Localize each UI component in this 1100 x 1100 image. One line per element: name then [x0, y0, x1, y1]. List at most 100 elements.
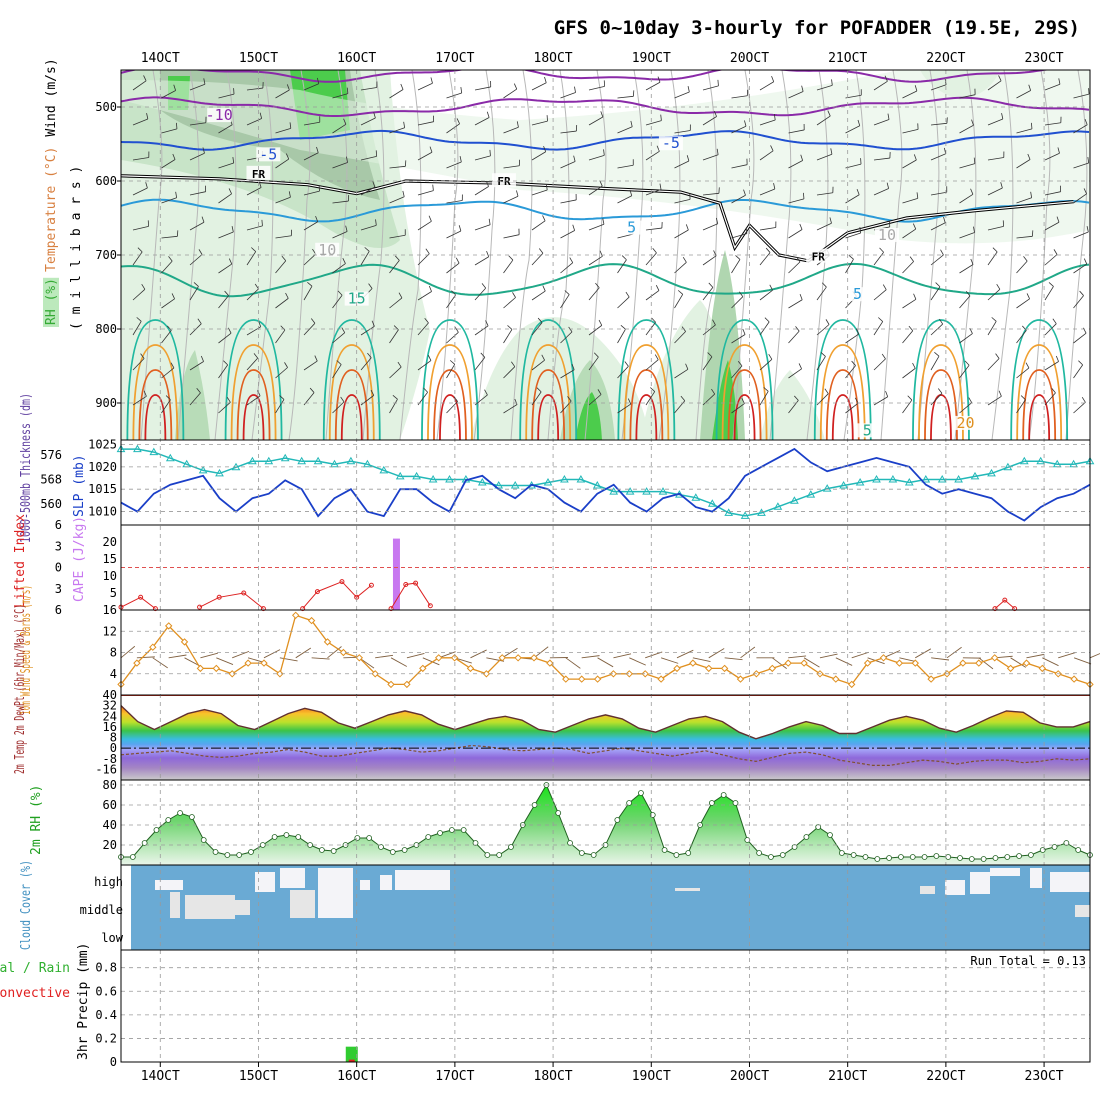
ytick-li-2: 0: [55, 561, 62, 575]
warm-tongue-230-3: [1028, 394, 1051, 440]
wind-barb-17-9: [617, 403, 631, 414]
rh-point-22: [378, 844, 384, 850]
rh-ylabel: 2m RH (%): [29, 785, 44, 855]
wind10-barb-0: [120, 645, 136, 659]
ytick-li-0: 6: [55, 603, 62, 617]
wind-contour-12: [584, 70, 607, 440]
wind10-point-3: [164, 622, 173, 630]
wind-barb-flag-26-0: [884, 75, 888, 82]
wind-barb-17-2: [617, 164, 634, 169]
wind-barb-13-9: [503, 404, 518, 414]
wind-barb-flag-3-4: [231, 226, 234, 233]
wind-barb-5-8: [275, 367, 288, 379]
contour-label-bg-2: [658, 136, 683, 151]
rh-point-42: [614, 817, 621, 823]
wind-barb-flag-20-2: [716, 148, 719, 155]
wind10-point-42: [784, 659, 792, 667]
wind-barb-12-2: [474, 155, 491, 161]
warm-tongue-180-3: [537, 394, 560, 440]
rh-point-53: [744, 837, 751, 843]
wind-barb-11-6: [446, 294, 457, 309]
frame-precip: [120, 949, 1091, 1063]
wind-barb-flag-16-5: [599, 250, 603, 257]
cloud-clear-3: [235, 900, 250, 915]
wind10-barb-34: [660, 657, 679, 664]
wind-barb-flag-33-6: [1079, 290, 1084, 296]
wind-barb-flag-26-3: [886, 182, 890, 189]
ytick-temp-24: 24: [103, 709, 117, 723]
wind-barb-flag-11-4: [458, 225, 462, 232]
li-ylabel-group: Lifted Index: [13, 514, 28, 608]
wind-barb-21-3: [731, 194, 746, 204]
wind-barb-32-4: [1044, 221, 1060, 231]
ytick-slp-1020: 1020: [88, 460, 117, 474]
warm-tongue-170-0: [421, 319, 479, 440]
rh-point-23: [389, 849, 396, 855]
wind-barb-12-5: [474, 256, 489, 266]
wind-barb-12-9: [474, 394, 488, 406]
wind-barb-25-0: [845, 94, 862, 99]
warm-tongue-180-0: [519, 319, 578, 440]
wind10-point-37: [705, 664, 713, 673]
wind-barb-flag-33-3: [1083, 188, 1087, 194]
wind-barb-19-1: [674, 130, 691, 134]
rh-point-31: [484, 852, 491, 858]
wind-barb-flag-5-1: [289, 122, 292, 129]
wind-barb-flag-27-7: [908, 325, 914, 332]
wind-barb-flag-12-4: [488, 218, 491, 225]
thick-ylabel-group: 1000-500mb Thickness (dm): [19, 393, 34, 543]
wind-barb-23-0: [788, 91, 804, 99]
wind10-point-30: [593, 675, 602, 683]
wind-barb-20-1: [702, 116, 717, 126]
thickness-point-40: [773, 502, 783, 510]
wind-barb-5-7: [275, 329, 286, 344]
wind-barb-21-4: [731, 233, 747, 239]
wind-contour-1: [177, 70, 200, 440]
wind10-point-26: [530, 654, 538, 662]
ytick-upper-600: 600: [95, 174, 117, 188]
rh-shade-5: [470, 317, 650, 440]
isotherm-minus5: [121, 129, 1090, 151]
wind-barb-7-8: [332, 364, 342, 379]
wind10-point-32: [625, 670, 634, 678]
warm-tongue-200-0: [715, 319, 774, 440]
wind-barb-2-5: [189, 254, 203, 266]
wind-barb-flag-21-4: [745, 227, 748, 234]
wind-barb-2-6: [189, 286, 199, 301]
warm-tongue-220-0: [912, 319, 970, 440]
wind-barb-33-7: [1073, 332, 1087, 344]
wind-barb-8-7: [360, 325, 375, 336]
wind-barb-22-0: [759, 81, 774, 91]
wind-barb-29-6: [959, 295, 971, 309]
thickness-point-44: [839, 481, 848, 489]
wind-barb-15-0: [560, 92, 576, 99]
wind-barb-flag-15-8: [571, 364, 575, 370]
warm-tongue-150-0: [224, 319, 283, 440]
wind10-barb-3: [168, 654, 187, 659]
wind-barb-flag-21-3: [743, 189, 746, 196]
li-line-0: [120, 596, 156, 609]
wind-barb-7-9: [332, 401, 345, 414]
ytick-cloud-middle: middle: [80, 903, 123, 917]
wind-barb-flag-29-3: [970, 188, 974, 195]
wind-barb-14-2: [531, 151, 546, 161]
wind-barb-11-8: [446, 364, 456, 379]
wind-barb-flag-12-5: [486, 251, 490, 257]
rh-point-59: [815, 824, 822, 830]
wind-barb-13-0: [503, 88, 517, 99]
thickness-point-24: [510, 481, 520, 489]
wind-barb-flag-19-9: [680, 395, 686, 402]
rh-point-57: [791, 844, 798, 850]
wind10-point-54: [975, 659, 983, 667]
rh-point-69: [933, 853, 940, 859]
wind-barb-6-6: [303, 285, 313, 301]
ytick-rh-20: 20: [103, 838, 117, 852]
wind-barb-flag-31-9: [1020, 395, 1026, 401]
wind10-barb-50: [915, 648, 932, 659]
wind-barb-32-1: [1044, 122, 1061, 126]
ytick-thick-568: 568: [40, 472, 62, 486]
warm-tongue-150-3: [242, 394, 265, 440]
wind-barb-0-3: [132, 187, 148, 196]
wind-barb-flag-15-7: [568, 326, 573, 333]
wind-barb-20-7: [702, 324, 716, 336]
